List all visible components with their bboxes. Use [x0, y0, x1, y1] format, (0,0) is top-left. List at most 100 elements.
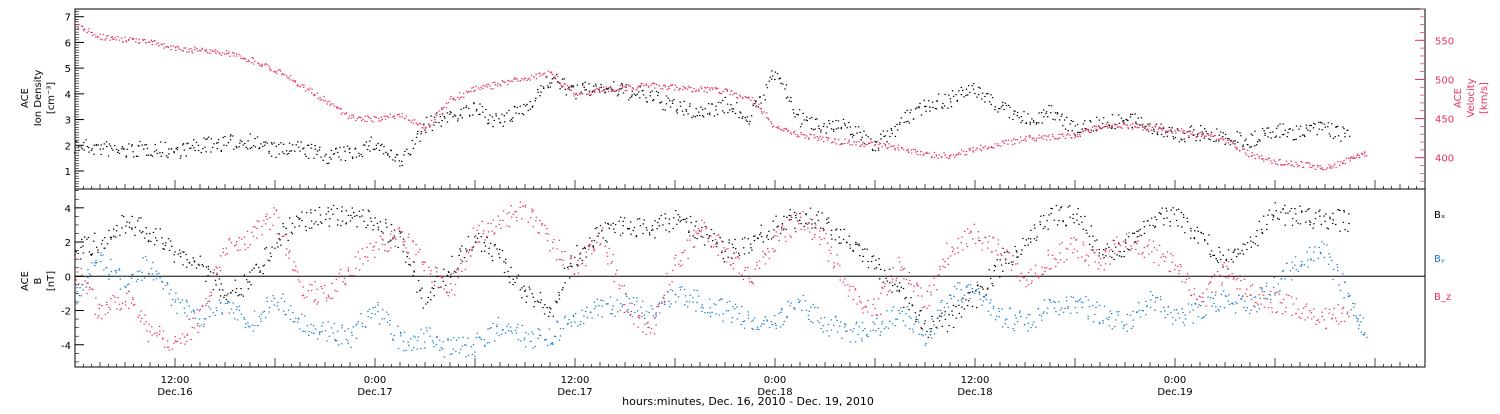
bz-point	[562, 260, 563, 261]
velocity-point	[557, 76, 558, 77]
bz-point	[311, 290, 312, 291]
by-point	[186, 300, 187, 301]
bz-point	[948, 258, 949, 259]
bx-point	[505, 259, 506, 260]
velocity-point	[1083, 131, 1084, 132]
density-point	[907, 121, 908, 122]
bz-point	[209, 295, 210, 296]
bx-point	[839, 237, 840, 238]
by-point	[554, 336, 555, 337]
bz-point	[470, 255, 471, 256]
by-point	[560, 335, 561, 336]
density-point	[76, 141, 77, 142]
bx-point	[346, 222, 347, 223]
velocity-point	[656, 84, 657, 85]
density-point	[625, 84, 626, 85]
bz-point	[759, 260, 760, 261]
bz-point	[146, 321, 147, 322]
by-point	[1185, 314, 1186, 315]
velocity-point	[646, 85, 647, 86]
bx-point	[858, 244, 859, 245]
bz-point	[355, 256, 356, 257]
density-point	[1048, 105, 1049, 106]
density-point	[154, 151, 155, 152]
density-point	[334, 153, 335, 154]
bz-point	[164, 347, 165, 348]
bx-point	[972, 291, 973, 292]
bz-point	[664, 301, 665, 302]
by-point	[278, 309, 279, 310]
velocity-point	[279, 69, 280, 70]
density-point	[1149, 123, 1150, 124]
bz-point	[708, 241, 709, 242]
velocity-point	[1212, 136, 1213, 137]
by-point	[244, 319, 245, 320]
bx-point	[299, 218, 300, 219]
by-point	[1085, 296, 1086, 297]
by-point	[986, 299, 987, 300]
velocity-point	[1242, 149, 1243, 150]
bx-point	[1216, 258, 1217, 259]
density-point	[932, 102, 933, 103]
by-point	[1199, 304, 1200, 305]
bz-point	[961, 236, 962, 237]
density-point	[121, 148, 122, 149]
bx-point	[139, 230, 140, 231]
bz-point	[733, 263, 734, 264]
bz-point	[606, 252, 607, 253]
density-point	[315, 149, 316, 150]
bz-point	[910, 284, 911, 285]
by-point	[689, 301, 690, 302]
by-point	[583, 316, 584, 317]
bx-point	[235, 292, 236, 293]
bx-point	[748, 238, 749, 239]
by-point	[925, 345, 926, 346]
velocity-point	[801, 134, 802, 135]
bx-point	[623, 225, 624, 226]
velocity-point	[1050, 139, 1051, 140]
density-point	[974, 93, 975, 94]
density-point	[271, 142, 272, 143]
density-point	[254, 138, 255, 139]
density-point	[742, 116, 743, 117]
bx-point	[366, 227, 367, 228]
bz-point	[544, 225, 545, 226]
by-point	[1228, 301, 1229, 302]
bx-point	[367, 225, 368, 226]
density-point	[1184, 141, 1185, 142]
by-point	[538, 338, 539, 339]
by-point	[1283, 270, 1284, 271]
density-point	[1089, 120, 1090, 121]
bx-point	[502, 250, 503, 251]
bx-point	[132, 216, 133, 217]
by-point	[417, 340, 418, 341]
by-point	[110, 259, 111, 260]
bz-point	[790, 235, 791, 236]
velocity-point	[701, 87, 702, 88]
velocity-point	[78, 24, 79, 25]
velocity-point	[1297, 164, 1298, 165]
velocity-point	[821, 139, 822, 140]
density-point	[159, 152, 160, 153]
bz-point	[655, 324, 656, 325]
density-point	[1272, 131, 1273, 132]
by-point	[737, 318, 738, 319]
bx-point	[1084, 216, 1085, 217]
bx-point	[933, 321, 934, 322]
by-point	[1106, 318, 1107, 319]
by-point	[146, 260, 147, 261]
by-point	[581, 310, 582, 311]
velocity-point	[378, 118, 379, 119]
bx-point	[1011, 262, 1012, 263]
velocity-point	[200, 50, 201, 51]
bz-point	[871, 315, 872, 316]
velocity-point	[998, 145, 999, 146]
velocity-point	[497, 83, 498, 84]
by-point	[239, 310, 240, 311]
density-point	[1065, 129, 1066, 130]
velocity-point	[420, 124, 421, 125]
by-point	[108, 278, 109, 279]
by-point	[1028, 330, 1029, 331]
bx-point	[354, 216, 355, 217]
velocity-point	[1104, 126, 1105, 127]
